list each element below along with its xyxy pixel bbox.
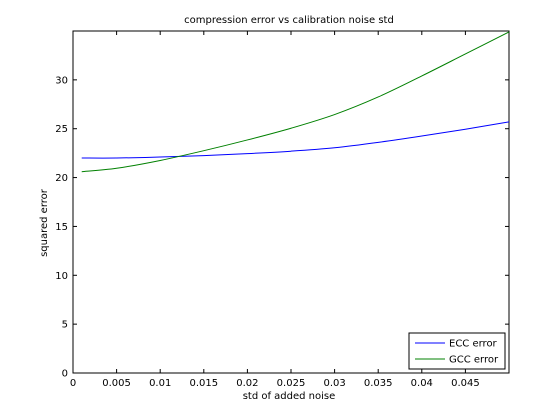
x-tick-label: 0.03 (323, 378, 345, 389)
y-axis-label: squared error (39, 188, 50, 257)
x-axis-label: std of added noise (243, 391, 336, 402)
x-tick-label: 0.02 (236, 378, 258, 389)
y-tick-label: 5 (62, 320, 68, 331)
y-tick-label: 30 (55, 75, 68, 86)
x-tick-label: 0.01 (149, 378, 171, 389)
x-tick-label: 0.005 (102, 378, 131, 389)
x-tick-label: 0 (70, 378, 76, 389)
plot-area (72, 30, 510, 374)
x-axis-ticks: 0 0.005 0.01 0.015 0.02 0.025 0.03 0.035 0.04 0.0… (70, 31, 480, 389)
y-tick-label: 15 (55, 222, 68, 233)
x-tick-label: 0.035 (364, 378, 393, 389)
chart-title: compression error vs calibration noise s… (184, 15, 394, 26)
x-tick-label: 0.025 (277, 378, 306, 389)
series-line-1 (81, 31, 510, 173)
series-line-0 (81, 121, 510, 159)
x-tick-label: 0.015 (189, 378, 218, 389)
series-lines (81, 31, 510, 173)
x-tick-label: 0.04 (411, 378, 433, 389)
legend-box (408, 332, 506, 370)
y-tick-label: 20 (55, 173, 68, 184)
y-axis-ticks: 0 5 10 15 20 25 30 (55, 75, 509, 380)
legend: ECC error GCC error (408, 332, 506, 370)
legend-label-0: ECC error (449, 339, 498, 350)
legend-label-1: GCC error (449, 355, 499, 366)
y-tick-label: 25 (55, 124, 68, 135)
y-tick-label: 10 (55, 271, 68, 282)
x-tick-label: 0.045 (451, 378, 480, 389)
y-tick-label: 0 (62, 369, 68, 380)
